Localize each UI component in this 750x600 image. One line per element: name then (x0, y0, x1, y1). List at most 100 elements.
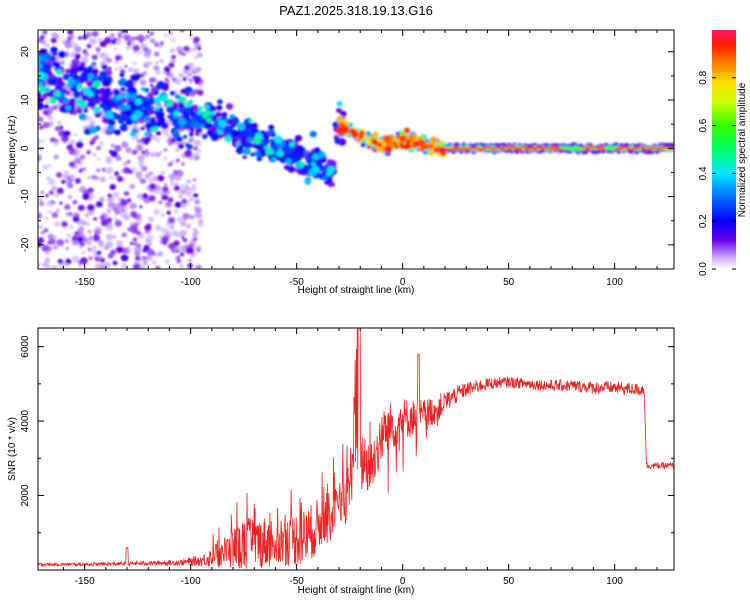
spectrogram-cell (129, 202, 137, 210)
spectrogram-cell (108, 66, 112, 70)
spectrogram-cell (184, 70, 188, 75)
spectrogram-cell (55, 172, 63, 178)
spectrogram-cell (56, 187, 64, 195)
spectrogram-cell (159, 41, 165, 46)
spectrogram-cell (47, 164, 52, 168)
spectrogram-cell (161, 194, 169, 201)
spectrogram-heatmap (38, 30, 674, 269)
spectrogram-cell (319, 165, 325, 170)
spectrogram-x-tick-label: 0 (400, 277, 406, 288)
spectrogram-cell (287, 165, 296, 173)
spectrogram-cell (130, 131, 137, 137)
spectrogram-cell (268, 129, 275, 135)
spectrogram-cell (165, 259, 170, 264)
spectrogram-cell (134, 98, 142, 105)
spectrogram-cell (182, 238, 188, 243)
spectrogram-cell (56, 239, 65, 246)
spectrogram-cell (336, 108, 342, 113)
spectrogram-cell (93, 106, 101, 114)
spectrogram-cell (57, 51, 66, 58)
spectrogram-cell (439, 146, 447, 154)
spectrogram-cell (89, 38, 93, 42)
spectrogram-cell (399, 143, 406, 149)
spectrogram-cell (138, 163, 143, 167)
spectrogram-cell (106, 57, 112, 63)
spectrogram-cell (173, 110, 180, 117)
spectrogram-cell (144, 87, 150, 93)
spectrogram-cell (78, 168, 83, 173)
spectrogram-cell (174, 201, 182, 208)
spectrogram-cell (178, 102, 185, 109)
spectrogram-cell (135, 144, 144, 152)
spectrogram-cell (89, 126, 98, 134)
spectrogram-cell (118, 118, 125, 124)
spectrogram-cell (45, 194, 49, 197)
spectrogram-cell (87, 187, 94, 194)
spectrogram-cell (111, 39, 117, 45)
spectrogram-cell (184, 65, 190, 71)
spectrogram-cell (95, 47, 101, 52)
spectrogram-cell (114, 67, 119, 72)
spectrogram-cell (67, 30, 74, 35)
spectrogram-cell (382, 135, 391, 142)
snr-frame (37, 327, 675, 571)
spectrogram-cell (49, 97, 57, 104)
spectrogram-cell (101, 167, 105, 171)
spectrogram-cell (105, 156, 112, 163)
spectrogram-cell (265, 148, 274, 155)
spectrogram-cell (76, 84, 84, 90)
spectrogram-cell (38, 86, 46, 93)
spectrogram-cell (67, 176, 71, 180)
spectrogram-cell (140, 43, 148, 50)
spectrogram-cell (145, 149, 149, 152)
spectrogram-cell (326, 166, 336, 174)
spectrogram-cell (185, 101, 192, 108)
spectrogram-cell (70, 68, 75, 73)
spectrogram-cell (356, 138, 362, 143)
spectrogram-cell (38, 90, 42, 97)
spectrogram-cell (69, 174, 75, 180)
spectrogram-cell (59, 60, 65, 65)
spectrogram-cell (87, 73, 94, 80)
spectrogram-cell (162, 240, 168, 246)
spectrogram-cell (360, 142, 366, 148)
spectrogram-cell (198, 219, 203, 224)
spectrogram-cell (163, 148, 168, 152)
spectrogram-cell (135, 255, 141, 261)
spectrogram-cell (192, 193, 197, 198)
spectrogram-cell (344, 122, 349, 127)
spectrogram-cell (75, 258, 80, 262)
colorbar: 0.0 0.2 0.4 0.6 0.8 Normalized spectral ampl… (698, 30, 748, 276)
spectrogram-cell (56, 84, 61, 89)
spectrogram-cell (172, 129, 180, 136)
spectrogram-cell (168, 173, 176, 180)
spectrogram-cell (40, 231, 45, 235)
spectrogram-cell (53, 76, 59, 82)
spectrogram-cell (181, 235, 185, 239)
spectrogram-cell (253, 136, 262, 145)
spectrogram-cell (243, 119, 249, 124)
spectrogram-cell (107, 209, 112, 213)
spectrogram-cell (256, 156, 262, 162)
spectrogram-cell (197, 46, 202, 51)
spectrogram-cell (358, 134, 364, 140)
spectrogram-cell (132, 213, 138, 219)
spectrogram-cell (109, 184, 117, 190)
spectrogram-cell (192, 232, 198, 238)
spectrogram-cell (67, 194, 73, 200)
spectrogram-cell (154, 96, 162, 104)
spectrogram-cell (144, 47, 148, 51)
spectrogram-cell (403, 127, 411, 134)
spectrogram-cell (153, 90, 159, 96)
spectrogram-cell (550, 145, 556, 149)
spectrogram-cell (63, 97, 70, 104)
spectrogram-cell (68, 161, 76, 168)
spectrogram-cell (184, 186, 190, 191)
spectrogram-cell (336, 126, 343, 133)
spectrogram-cell (195, 264, 202, 269)
spectrogram-cell (96, 168, 101, 173)
colorbar-axis: 0.0 0.2 0.4 0.6 0.8 (698, 70, 736, 276)
spectrogram-cell (192, 178, 197, 182)
spectrogram-cell (94, 98, 101, 105)
spectrogram-cell (107, 201, 115, 209)
